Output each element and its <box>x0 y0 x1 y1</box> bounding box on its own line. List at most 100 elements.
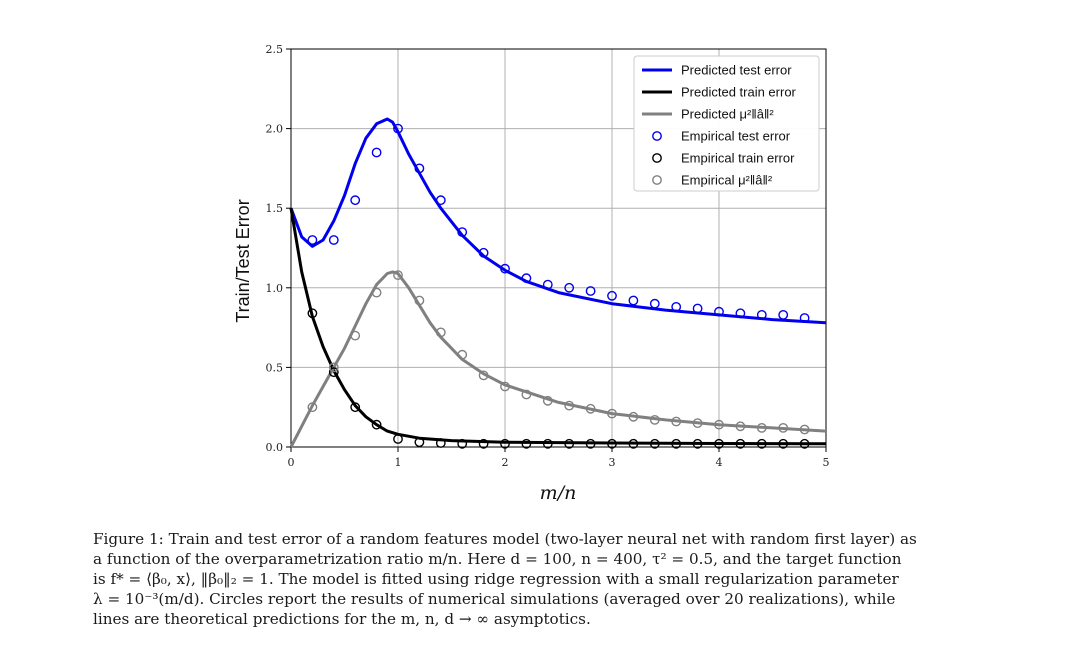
legend-label: Predicted train error <box>681 85 797 100</box>
data-point <box>457 349 468 360</box>
data-point <box>735 308 746 319</box>
data-point <box>435 327 446 338</box>
x-tick-label: 1 <box>395 456 402 469</box>
series-line <box>289 117 827 325</box>
data-point <box>457 438 468 449</box>
legend-label: Predicted μ²‖â‖² <box>681 107 774 122</box>
legend-marker-swatch <box>652 175 662 185</box>
y-tick-label: 1.0 <box>266 282 284 295</box>
data-point <box>692 303 703 314</box>
data-point <box>628 438 639 449</box>
data-point <box>521 438 532 449</box>
x-axis-title: m/n <box>540 482 577 504</box>
data-point <box>307 235 318 245</box>
data-point <box>799 424 810 435</box>
data-point <box>435 195 446 206</box>
data-point <box>585 286 596 296</box>
data-point <box>714 438 724 449</box>
data-point <box>799 438 810 449</box>
data-point <box>607 438 617 449</box>
data-point <box>649 438 660 449</box>
data-point <box>521 273 532 284</box>
y-tick-label: 1.5 <box>266 202 284 215</box>
data-point <box>500 438 510 449</box>
data-point <box>393 270 403 280</box>
legend: Predicted test error Predicted train erro… <box>633 55 820 192</box>
data-point <box>350 330 361 341</box>
legend-label: Empirical test error <box>681 129 791 144</box>
data-point <box>478 438 489 449</box>
data-point <box>393 123 403 134</box>
data-point <box>564 438 575 449</box>
data-point <box>649 414 660 425</box>
data-point <box>542 395 553 406</box>
axes: 0 1 2 3 4 5 0.0 0.5 1.0 1.5 2.0 2.5 <box>266 43 830 469</box>
legend-marker-swatch <box>652 131 662 141</box>
data-point <box>457 227 468 238</box>
data-point <box>607 408 617 419</box>
chart: 0 1 2 3 4 5 0.0 0.5 1.0 1.5 2.0 2.5 Train/Test Erro… <box>233 43 830 504</box>
data-point <box>628 295 639 306</box>
data-point <box>542 438 553 449</box>
data-point <box>671 301 682 312</box>
series-line <box>289 207 827 446</box>
x-tick-label: 2 <box>502 456 509 469</box>
x-tick-label: 0 <box>288 456 295 469</box>
data-point <box>307 308 318 319</box>
x-tick-label: 3 <box>609 456 616 469</box>
data-point <box>350 402 361 413</box>
legend-label: Empirical train error <box>681 151 795 166</box>
legend-label: Empirical μ²‖â‖² <box>681 173 773 188</box>
series <box>289 117 827 449</box>
data-point <box>778 438 789 449</box>
data-point <box>564 400 575 411</box>
data-point <box>371 147 382 158</box>
plot-frame <box>290 48 827 448</box>
data-point <box>328 235 339 245</box>
data-point <box>500 263 510 274</box>
data-point <box>414 163 425 174</box>
data-point <box>328 367 339 378</box>
data-point <box>478 370 489 381</box>
data-point <box>756 438 767 449</box>
figure-caption: Figure 1: Train and test error of a rand… <box>93 529 1009 629</box>
data-point <box>585 438 596 449</box>
y-axis-title: Train/Test Error <box>233 199 253 322</box>
data-point <box>521 389 532 400</box>
caption-line: Figure 1: Train and test error of a rand… <box>93 530 917 548</box>
caption-line: λ = 10⁻³(m/d). Circles report the result… <box>93 590 896 608</box>
data-point <box>671 438 682 449</box>
y-tick-label: 0.5 <box>266 361 284 374</box>
data-point <box>371 419 382 430</box>
data-point <box>478 247 489 258</box>
x-tick-label: 5 <box>823 456 830 469</box>
data-point <box>414 295 425 306</box>
data-point <box>328 362 339 373</box>
data-point <box>414 437 425 448</box>
data-point <box>564 282 575 293</box>
data-point <box>692 438 703 449</box>
data-point <box>628 411 639 422</box>
caption-line: lines are theoretical predictions for th… <box>93 610 591 628</box>
x-tick-label: 4 <box>716 456 723 469</box>
legend-box <box>633 55 820 192</box>
data-point <box>756 309 767 320</box>
data-point <box>735 438 746 449</box>
data-point <box>435 438 446 448</box>
data-point <box>735 421 746 432</box>
legend-label: Predicted test error <box>681 63 792 78</box>
legend-marker-swatch <box>652 153 662 163</box>
data-point <box>542 279 553 290</box>
caption-line: a function of the overparametrization ra… <box>93 550 902 568</box>
data-point <box>714 306 724 317</box>
data-point <box>307 402 318 413</box>
data-point <box>756 422 767 433</box>
data-point <box>350 195 361 206</box>
data-point <box>585 403 596 414</box>
y-tick-label: 2.5 <box>266 43 284 56</box>
data-point <box>714 419 724 430</box>
data-point <box>500 381 510 392</box>
data-point <box>692 418 703 428</box>
data-point <box>649 298 660 309</box>
data-point <box>799 313 810 323</box>
